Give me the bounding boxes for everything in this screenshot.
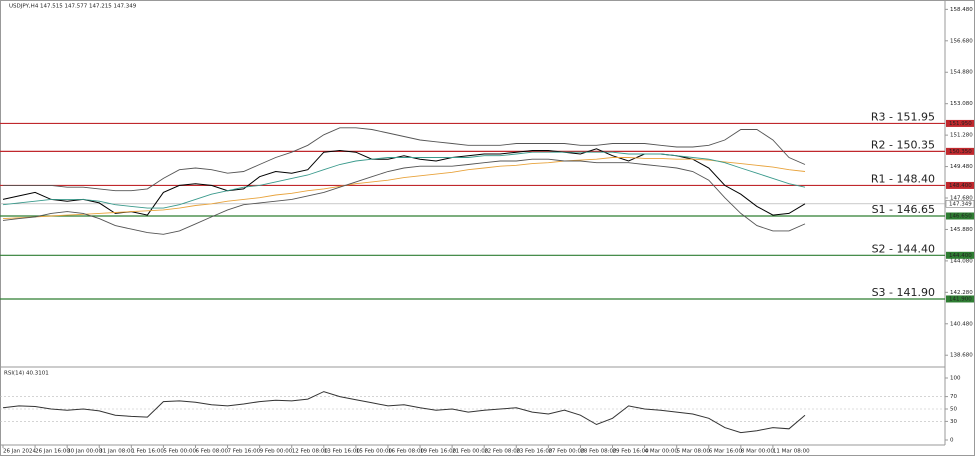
series-line — [2, 157, 806, 220]
level-label: S2 - 144.40 — [872, 242, 935, 255]
x-tick-label: 11 Mar 08:00 — [773, 449, 810, 455]
x-tick-label: 21 Feb 00:00 — [452, 449, 489, 455]
level-tag-label: 150.350 — [949, 149, 972, 155]
x-tick-label: 22 Feb 08:00 — [484, 449, 521, 455]
x-tick-label: 13 Feb 16:00 — [324, 449, 361, 455]
x-tick-label: 9 Feb 00:00 — [260, 449, 293, 455]
x-tick-label: 1 Feb 16:00 — [131, 449, 164, 455]
level-tag — [946, 119, 974, 127]
level-tag-label: 151.950 — [949, 121, 972, 127]
level-label: R2 - 150.35 — [871, 138, 935, 151]
x-tick-label: 8 Mar 00:00 — [741, 449, 775, 455]
level-tag-label: 144.400 — [949, 253, 972, 259]
x-tick-label: 6 Feb 08:00 — [195, 449, 228, 455]
level-tag-label: 148.400 — [949, 183, 972, 189]
chart-header: USDJPY,H4 147.515 147.577 147.215 147.34… — [9, 4, 137, 10]
level-label: R1 - 148.40 — [871, 172, 935, 185]
y-tick-label: 151.280 — [950, 133, 973, 139]
y-tick-label: 153.080 — [950, 101, 973, 107]
x-tick-label: 16 Feb 08:00 — [388, 449, 425, 455]
x-tick-label: 28 Feb 08:00 — [580, 449, 617, 455]
x-tick-label: 12 Feb 08:00 — [292, 449, 329, 455]
y-tick-label: 50 — [950, 407, 957, 413]
x-tick-label: 30 Jan 00:00 — [67, 449, 102, 455]
y-tick-label: 138.680 — [950, 353, 973, 359]
x-tick-label: 29 Feb 16:00 — [613, 449, 650, 455]
y-tick-label: 154.880 — [950, 70, 973, 76]
y-tick-label: 140.480 — [950, 321, 973, 327]
y-tick-label: 145.880 — [950, 227, 973, 233]
level-tag — [946, 295, 974, 303]
x-tick-label: 31 Jan 08:00 — [99, 449, 134, 455]
y-tick-label: 158.480 — [950, 7, 973, 13]
x-tick-label: 4 Mar 00:00 — [645, 449, 679, 455]
rsi-header: RSI(14) 40.3101 — [4, 371, 49, 377]
y-tick-label: 0 — [950, 438, 954, 444]
last-price-label: 147.349 — [949, 201, 972, 207]
x-tick-label: 5 Mar 08:00 — [677, 449, 711, 455]
x-tick-label: 7 Feb 16:00 — [228, 449, 261, 455]
x-tick-label: 5 Feb 00:00 — [163, 449, 196, 455]
level-tag — [946, 181, 974, 189]
x-tick-label: 23 Feb 16:00 — [516, 449, 553, 455]
x-tick-label: 6 Mar 16:00 — [709, 449, 743, 455]
level-label: S1 - 146.65 — [872, 203, 935, 216]
y-tick-label: 30 — [950, 419, 957, 425]
x-tick-label: 15 Feb 00:00 — [356, 449, 393, 455]
x-tick-label: 26 Jan 2024 — [3, 449, 36, 455]
series-line — [2, 158, 806, 235]
level-tag — [946, 212, 974, 220]
level-tag — [946, 251, 974, 259]
x-tick-label: 27 Feb 00:00 — [548, 449, 585, 455]
x-tick-label: 19 Feb 16:00 — [420, 449, 457, 455]
y-tick-label: 149.480 — [950, 164, 973, 170]
series-line — [2, 391, 806, 434]
y-tick-label: 156.680 — [950, 38, 973, 44]
last-price-tag — [945, 200, 975, 208]
series-line — [2, 151, 806, 209]
series-line — [3, 127, 806, 192]
level-tag-label: 146.650 — [949, 214, 972, 220]
y-tick-label: 147.680 — [950, 196, 973, 202]
y-tick-label: 142.280 — [950, 290, 973, 296]
x-tick-label: 26 Jan 16:00 — [35, 449, 70, 455]
level-label: S3 - 141.90 — [872, 286, 935, 299]
y-tick-label: 70 — [950, 394, 957, 400]
level-tag-label: 141.900 — [949, 296, 972, 302]
level-tag — [946, 147, 974, 155]
y-tick-label: 144.080 — [950, 258, 973, 264]
y-tick-label: 100 — [950, 376, 961, 382]
level-label: R3 - 151.95 — [871, 110, 935, 123]
